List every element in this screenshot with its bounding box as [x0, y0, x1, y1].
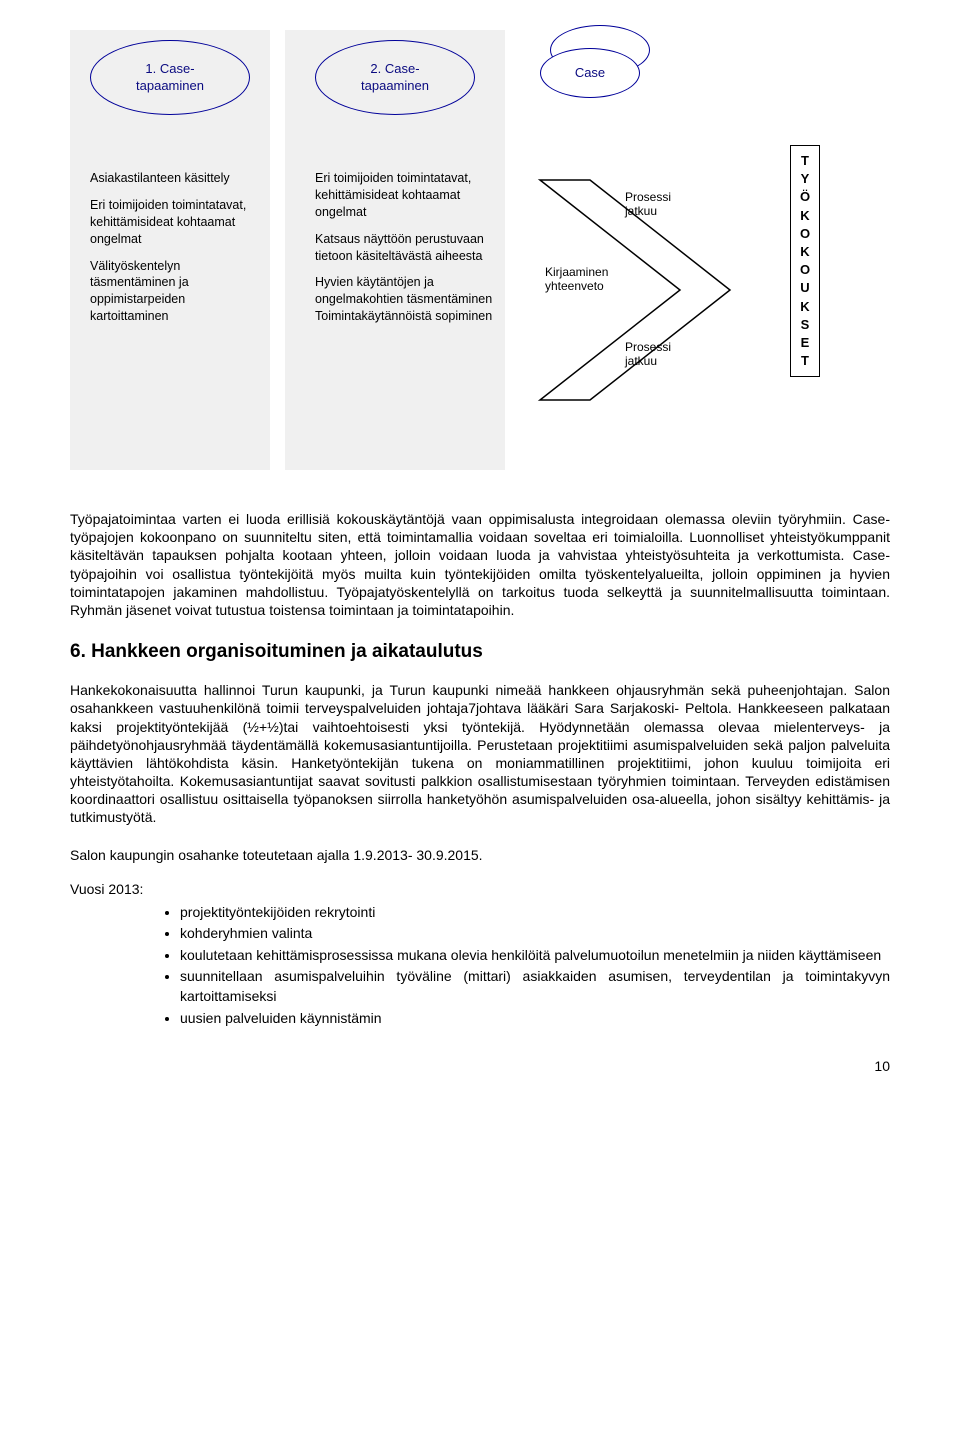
list-item: projektityöntekijöiden rekrytointi — [180, 903, 890, 923]
arrow-label-bot-text: Prosessi jatkuu — [625, 340, 671, 368]
col2-p1: Eri toimijoiden toimintatavat, kehittämi… — [315, 170, 495, 221]
list-item: kohderyhmien valinta — [180, 924, 890, 944]
list-item: koulutetaan kehittämisprosessissa mukana… — [180, 946, 890, 966]
oval-case-small-label: Case — [575, 65, 605, 82]
col2-p3: Hyvien käytäntöjen ja ongelmakohtien täs… — [315, 274, 495, 325]
year-2013-bullets: projektityöntekijöiden rekrytointi kohde… — [180, 903, 890, 1029]
list-item: uusien palveluiden käynnistämin — [180, 1009, 890, 1029]
col1-p1: Asiakastilanteen käsittely — [90, 170, 260, 187]
diagram-col2: Eri toimijoiden toimintatavat, kehittämi… — [315, 170, 495, 335]
arrow-label-mid-text: Kirjaaminen yhteenveto — [545, 265, 608, 293]
col1-p3: Välityöskentelyn täsmentäminen ja oppimi… — [90, 258, 260, 326]
year-2013-label: Vuosi 2013: — [70, 881, 890, 897]
arrow-label-bot: Prosessi jatkuu — [625, 340, 671, 369]
oval-case2: 2. Case- tapaaminen — [315, 40, 475, 115]
list-item: suunnitellaan asumispalveluihin työvälin… — [180, 967, 890, 1006]
oval-case-small-front: Case — [540, 48, 640, 98]
schedule-line: Salon kaupungin osahanke toteutetaan aja… — [70, 847, 890, 863]
oval-case1: 1. Case- tapaaminen — [90, 40, 250, 115]
paragraph-workshops: Työpajatoimintaa varten ei luoda erillis… — [70, 510, 890, 619]
page-number: 10 — [70, 1058, 890, 1074]
col2-p2: Katsaus näyttöön perustuvaan tietoon käs… — [315, 231, 495, 265]
paragraph-organisation: Hankekokonaisuutta hallinnoi Turun kaupu… — [70, 681, 890, 827]
process-diagram: 1. Case- tapaaminen 2. Case- tapaaminen … — [70, 30, 890, 480]
arrow-label-top: Prosessi jatkuu — [625, 190, 671, 219]
heading-6: 6. Hankkeen organisoituminen ja aikataul… — [70, 641, 890, 663]
oval-case2-label: 2. Case- tapaaminen — [361, 61, 429, 95]
oval-case1-label: 1. Case- tapaaminen — [136, 61, 204, 95]
diagram-col1: Asiakastilanteen käsittely Eri toimijoid… — [90, 170, 260, 335]
arrow-label-top-text: Prosessi jatkuu — [625, 190, 671, 218]
arrow-label-mid: Kirjaaminen yhteenveto — [545, 265, 608, 294]
col1-p2: Eri toimijoiden toimintatavat, kehittämi… — [90, 197, 260, 248]
vertical-tyokokoukset: TYÖKOKOUKSET — [790, 145, 820, 377]
